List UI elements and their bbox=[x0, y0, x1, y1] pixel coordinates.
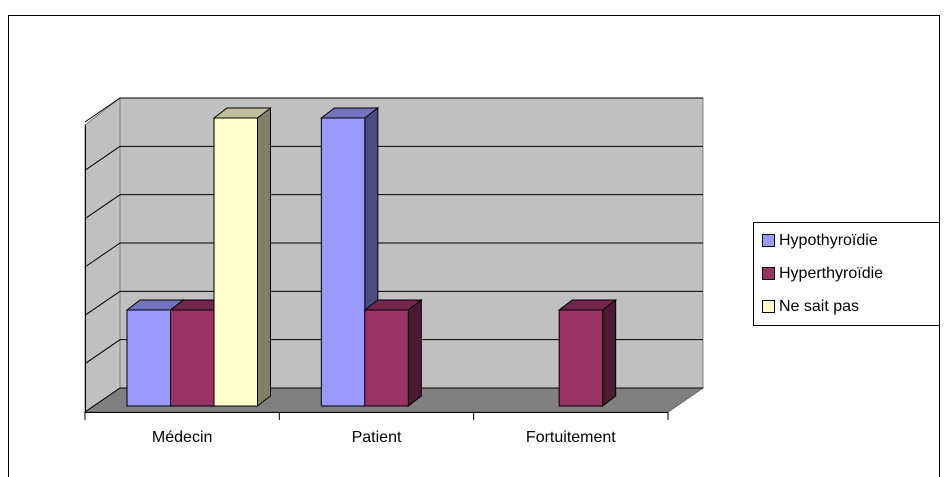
bars bbox=[125, 106, 618, 408]
legend-swatch bbox=[762, 234, 775, 247]
grid-line-side bbox=[84, 145, 121, 171]
bar-side bbox=[407, 298, 422, 408]
bar bbox=[558, 309, 604, 407]
legend-label: Hyperthyroïdie bbox=[779, 265, 883, 282]
x-tick-label: Fortuitement bbox=[526, 429, 616, 446]
bar bbox=[213, 117, 258, 407]
bar bbox=[320, 117, 366, 407]
bar bbox=[364, 309, 409, 407]
grid-line-side bbox=[84, 97, 121, 123]
bar-side bbox=[257, 106, 271, 408]
legend-swatch bbox=[762, 300, 775, 313]
bar bbox=[170, 309, 215, 407]
x-tick-label: Médecin bbox=[152, 429, 212, 446]
bar bbox=[126, 309, 171, 407]
bar-side bbox=[602, 298, 617, 408]
legend-label: Ne sait pas bbox=[779, 298, 859, 315]
grid-line-side bbox=[84, 339, 121, 365]
legend-items: Hypothyroïdie Hyperthyroïdie Ne sait pas bbox=[762, 232, 883, 315]
grid-line-side bbox=[84, 290, 121, 316]
grid-line-side bbox=[84, 242, 121, 268]
legend-swatch bbox=[762, 267, 775, 280]
legend-label: Hypothyroïdie bbox=[779, 232, 878, 249]
legend bbox=[753, 222, 940, 326]
grid-line-side bbox=[84, 194, 121, 220]
grid-line-side bbox=[84, 387, 121, 413]
x-tick-label: Patient bbox=[352, 429, 402, 446]
